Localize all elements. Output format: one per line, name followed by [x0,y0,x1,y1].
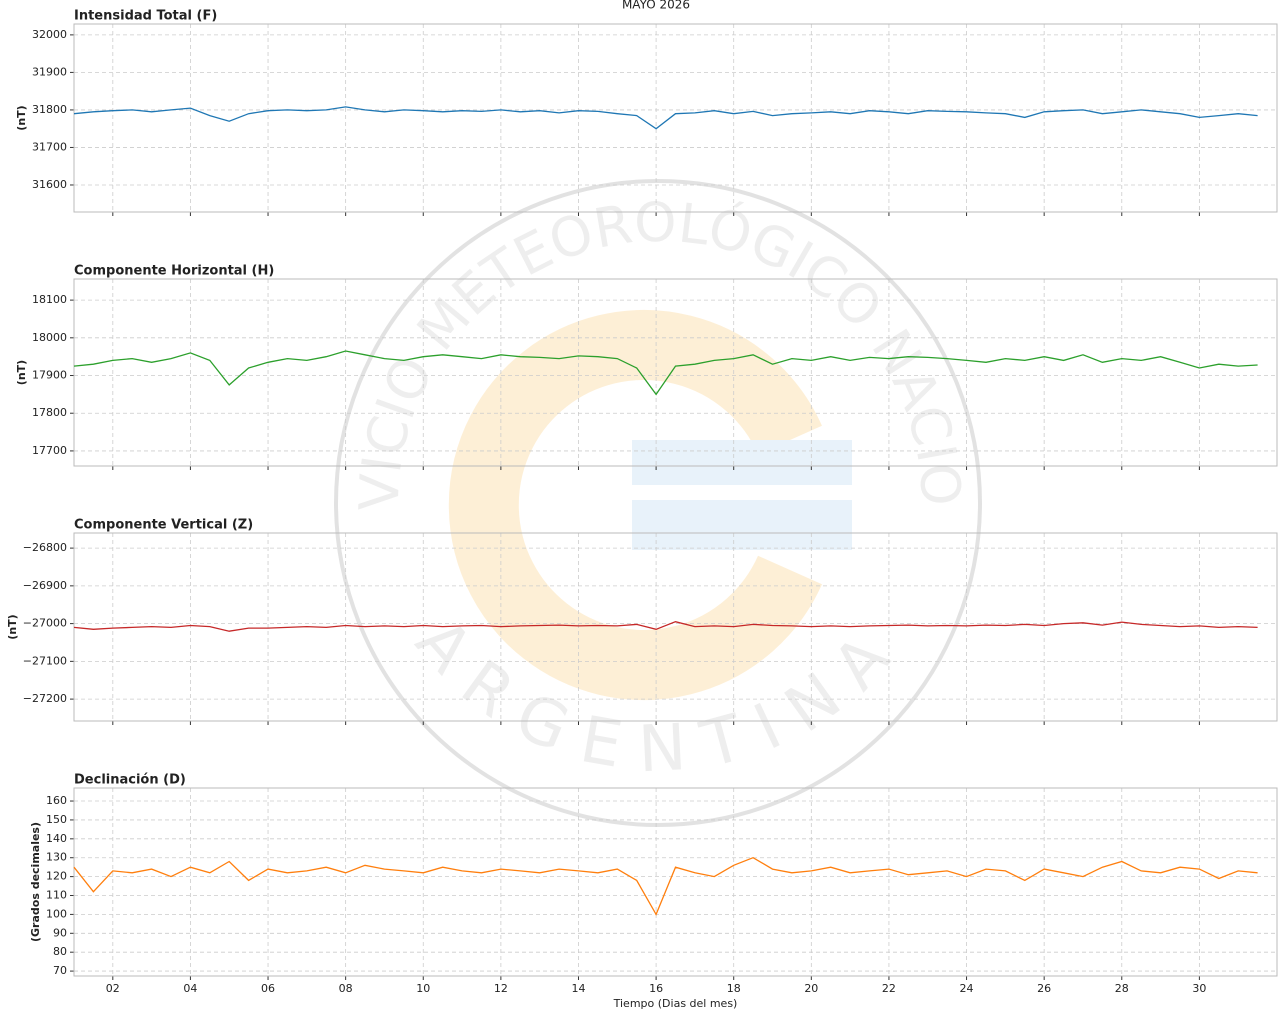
x-tick-label: 08 [339,982,353,995]
plot-frame [73,532,1278,722]
x-tick-label: 02 [106,982,120,995]
watermark: SERVICIO METEOROLÓGICO NACIONAL ARGENTIN… [0,0,982,827]
data-line [73,350,1258,396]
y-tick-label: 130 [46,851,67,864]
y-tick-label: −26900 [23,579,67,592]
y-tick-label: 17900 [32,369,67,382]
y-tick-label: 150 [46,813,67,826]
y-tick-label: 100 [46,907,67,920]
data-line [73,621,1258,632]
y-tick-label: 31600 [32,178,67,191]
y-tick-label: 80 [53,945,67,958]
y-tick-label: 120 [46,870,67,883]
y-tick-label: 31700 [32,140,67,153]
y-axis-label: (nT) [15,105,28,130]
y-tick-label: 31800 [32,103,67,116]
x-tick-label: 06 [261,982,275,995]
figure-title: MAYO 2026 [622,0,690,12]
y-tick-label: −27100 [23,654,67,667]
panel: Componente Vertical (Z) (nT) −27200 −27100 −… [6,518,1278,725]
y-tick-label: 90 [53,926,67,939]
panel-title: Intensidad Total (F) [74,9,217,24]
x-tick-label: 28 [1115,982,1129,995]
panel: Declinación (D) (Grados decimales) 70 80 90 1… [29,773,1278,1010]
y-tick-label: 17800 [32,406,67,419]
data-line [73,106,1258,130]
plot-frame [73,278,1278,467]
y-tick-label: 160 [46,794,67,807]
panel: Componente Horizontal (H) (nT) 17700 17800 1… [15,264,1278,470]
plot-frame [73,787,1278,977]
x-tick-label: 14 [571,982,585,995]
x-tick-label: 10 [416,982,430,995]
panel: Intensidad Total (F) (nT) 31600 31700 31800 3… [15,9,1278,216]
y-tick-label: 31900 [32,65,67,78]
y-tick-label: 18000 [32,331,67,344]
y-tick-label: 140 [46,832,67,845]
x-tick-label: 12 [494,982,508,995]
plot-frame [73,23,1278,213]
y-tick-label: 32000 [32,28,67,41]
y-tick-label: −27000 [23,617,67,630]
x-tick-label: 26 [1037,982,1051,995]
y-tick-label: 110 [46,889,67,902]
y-tick-label: 18100 [32,293,67,306]
data-line [73,856,1258,916]
panel-title: Declinación (D) [74,773,186,788]
panel-title: Componente Vertical (Z) [74,518,253,533]
x-tick-label: 18 [727,982,741,995]
y-axis-label: (nT) [15,360,28,385]
y-tick-label: −27200 [23,692,67,705]
x-axis-label: Tiempo (Dias del mes) [613,997,738,1010]
x-tick-label: 24 [960,982,974,995]
x-tick-label: 04 [183,982,197,995]
panel-title: Componente Horizontal (H) [74,264,274,279]
y-axis-label: (Grados decimales) [29,822,42,942]
x-tick-label: 20 [804,982,818,995]
y-tick-label: 70 [53,964,67,977]
x-tick-label: 16 [649,982,663,995]
y-axis-label: (nT) [6,614,19,639]
y-tick-label: −26800 [23,541,67,554]
x-tick-label: 30 [1192,982,1206,995]
y-tick-label: 17700 [32,444,67,457]
x-tick-label: 22 [882,982,896,995]
